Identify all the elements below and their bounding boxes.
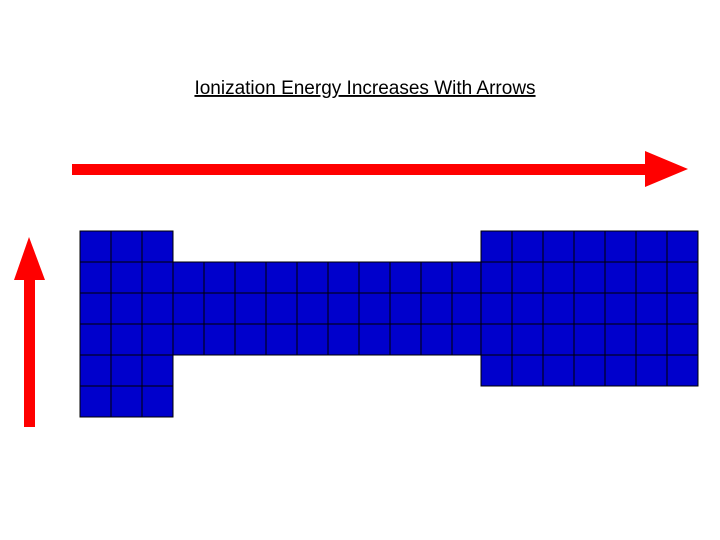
element-cell	[389, 292, 422, 325]
element-cell	[172, 261, 205, 294]
element-cell	[141, 385, 174, 418]
element-cell	[296, 323, 329, 356]
element-cell	[420, 261, 453, 294]
element-cell	[451, 261, 484, 294]
element-cell	[666, 261, 699, 294]
element-cell	[573, 354, 606, 387]
arrow-shaft	[24, 275, 35, 427]
element-cell	[389, 261, 422, 294]
element-cell	[604, 292, 637, 325]
element-cell	[110, 261, 143, 294]
element-cell	[110, 230, 143, 263]
element-cell	[141, 230, 174, 263]
element-cell	[265, 292, 298, 325]
element-cell	[110, 385, 143, 418]
element-cell	[480, 354, 513, 387]
element-cell	[666, 323, 699, 356]
element-cell	[141, 292, 174, 325]
element-cell	[480, 292, 513, 325]
element-cell	[389, 323, 422, 356]
element-cell	[635, 323, 668, 356]
vertical-arrow	[14, 237, 45, 427]
element-cell	[573, 292, 606, 325]
horizontal-arrow	[72, 151, 688, 187]
element-cell	[635, 261, 668, 294]
element-cell	[358, 292, 391, 325]
element-cell	[327, 292, 360, 325]
element-cell	[79, 230, 112, 263]
element-cell	[635, 354, 668, 387]
element-cell	[451, 292, 484, 325]
arrow-head	[645, 151, 688, 187]
element-cell	[79, 354, 112, 387]
element-cell	[604, 230, 637, 263]
element-cell	[265, 261, 298, 294]
element-cell	[480, 323, 513, 356]
element-cell	[327, 261, 360, 294]
element-cell	[141, 354, 174, 387]
element-cell	[203, 261, 236, 294]
element-cell	[141, 323, 174, 356]
element-cell	[296, 261, 329, 294]
element-cell	[511, 323, 544, 356]
element-cell	[79, 323, 112, 356]
periodic-grid	[79, 230, 699, 418]
element-cell	[480, 230, 513, 263]
element-cell	[420, 292, 453, 325]
element-cell	[666, 230, 699, 263]
arrow-shaft	[72, 164, 650, 175]
element-cell	[234, 323, 267, 356]
element-cell	[234, 261, 267, 294]
element-cell	[635, 230, 668, 263]
element-cell	[296, 292, 329, 325]
element-cell	[666, 292, 699, 325]
element-cell	[358, 261, 391, 294]
element-cell	[604, 261, 637, 294]
element-cell	[480, 261, 513, 294]
element-cell	[265, 323, 298, 356]
arrow-head	[14, 237, 45, 280]
element-cell	[110, 323, 143, 356]
element-cell	[511, 230, 544, 263]
element-cell	[79, 261, 112, 294]
element-cell	[79, 385, 112, 418]
element-cell	[542, 230, 575, 263]
element-cell	[666, 354, 699, 387]
element-cell	[542, 323, 575, 356]
element-cell	[141, 261, 174, 294]
element-cell	[511, 354, 544, 387]
element-cell	[542, 354, 575, 387]
element-cell	[511, 292, 544, 325]
element-cell	[79, 292, 112, 325]
title: Ionization Energy Increases With Arrows	[194, 78, 535, 99]
element-cell	[203, 323, 236, 356]
element-cell	[358, 323, 391, 356]
element-cell	[604, 323, 637, 356]
element-cell	[573, 323, 606, 356]
element-cell	[110, 354, 143, 387]
element-cell	[234, 292, 267, 325]
element-cell	[573, 261, 606, 294]
element-cell	[172, 292, 205, 325]
element-cell	[451, 323, 484, 356]
element-cell	[511, 261, 544, 294]
element-cell	[635, 292, 668, 325]
element-cell	[542, 292, 575, 325]
element-cell	[573, 230, 606, 263]
element-cell	[327, 323, 360, 356]
element-cell	[110, 292, 143, 325]
element-cell	[420, 323, 453, 356]
element-cell	[604, 354, 637, 387]
element-cell	[203, 292, 236, 325]
element-cell	[172, 323, 205, 356]
element-cell	[542, 261, 575, 294]
